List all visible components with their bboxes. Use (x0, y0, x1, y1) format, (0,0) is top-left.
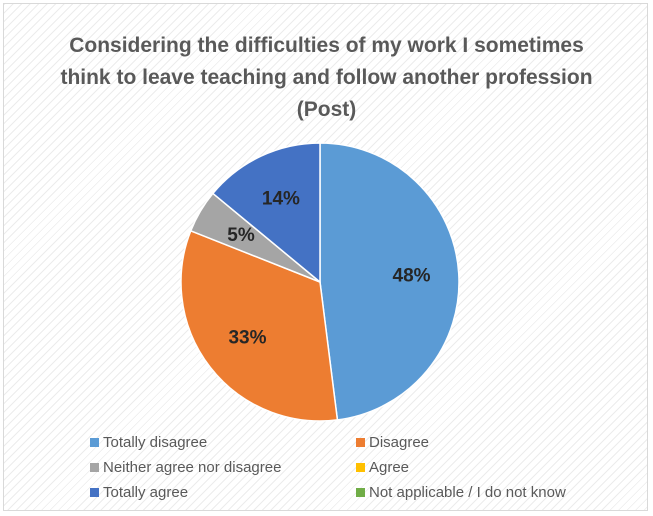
data-label: 33% (228, 328, 266, 349)
pie-slice (180, 229, 339, 422)
legend-label: Totally disagree (103, 433, 208, 451)
legend: Totally disagree Disagree Neither agree … (90, 431, 610, 507)
legend-label: Not applicable / I do not know (369, 483, 566, 501)
legend-swatch (90, 437, 99, 447)
legend-swatch (356, 437, 365, 447)
legend-label: Disagree (369, 433, 430, 451)
data-label: 5% (227, 225, 255, 246)
legend-item-disagree: Disagree (356, 431, 429, 453)
pie-slice (211, 142, 321, 284)
legend-swatch (90, 487, 99, 497)
legend-item-totally-agree: Totally agree (90, 481, 188, 503)
data-label: 14% (262, 188, 300, 209)
legend-item-not-applicable: Not applicable / I do not know (356, 481, 566, 503)
chart-title: Considering the difficulties of my work … (60, 34, 593, 121)
legend-item-neither: Neither agree nor disagree (90, 456, 281, 478)
legend-swatch (90, 462, 99, 472)
legend-item-totally-disagree: Totally disagree (90, 431, 207, 453)
pie-slice (319, 142, 460, 421)
chart-area: Considering the difficulties of my work … (3, 3, 648, 511)
legend-swatch (356, 487, 365, 497)
legend-swatch (356, 462, 365, 472)
data-label: 48% (393, 266, 431, 287)
legend-label: Agree (369, 458, 410, 476)
legend-item-agree: Agree (356, 456, 409, 478)
pie-chart: 48% 33% 5% 14% (180, 142, 460, 422)
legend-label: Neither agree nor disagree (103, 458, 282, 476)
legend-label: Totally agree (103, 483, 189, 501)
